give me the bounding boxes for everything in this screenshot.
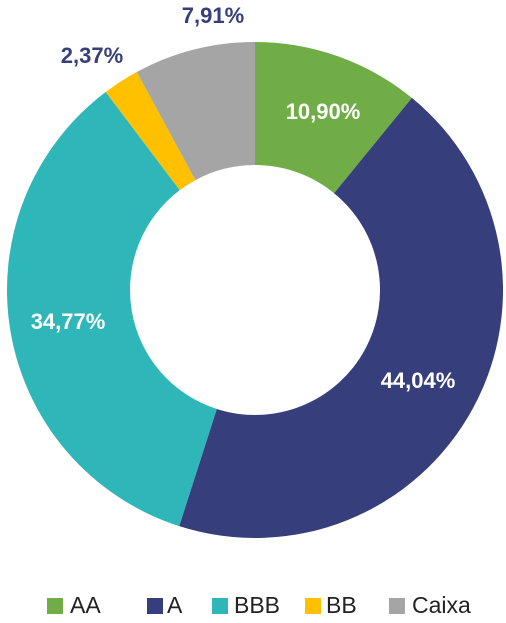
legend-swatch	[389, 598, 405, 614]
value-label: 34,77%	[31, 309, 106, 334]
legend-label: AA	[70, 592, 101, 618]
legend-swatch	[305, 598, 321, 614]
legend-swatch	[212, 598, 228, 614]
value-label: 7,91%	[182, 3, 244, 28]
legend-label: A	[167, 592, 183, 618]
value-label: 2,37%	[61, 43, 123, 68]
legend-label: Caixa	[412, 592, 471, 618]
slice	[6, 91, 217, 527]
slice	[136, 42, 255, 181]
value-label: 10,90%	[286, 99, 361, 124]
legend-label: BBB	[234, 592, 280, 618]
slice	[105, 72, 196, 191]
slice	[255, 42, 412, 194]
legend-swatch	[147, 598, 163, 614]
legend-label: BB	[326, 592, 357, 618]
legend-swatch	[47, 598, 63, 614]
value-label: 44,04%	[381, 368, 456, 393]
slice	[179, 97, 503, 538]
